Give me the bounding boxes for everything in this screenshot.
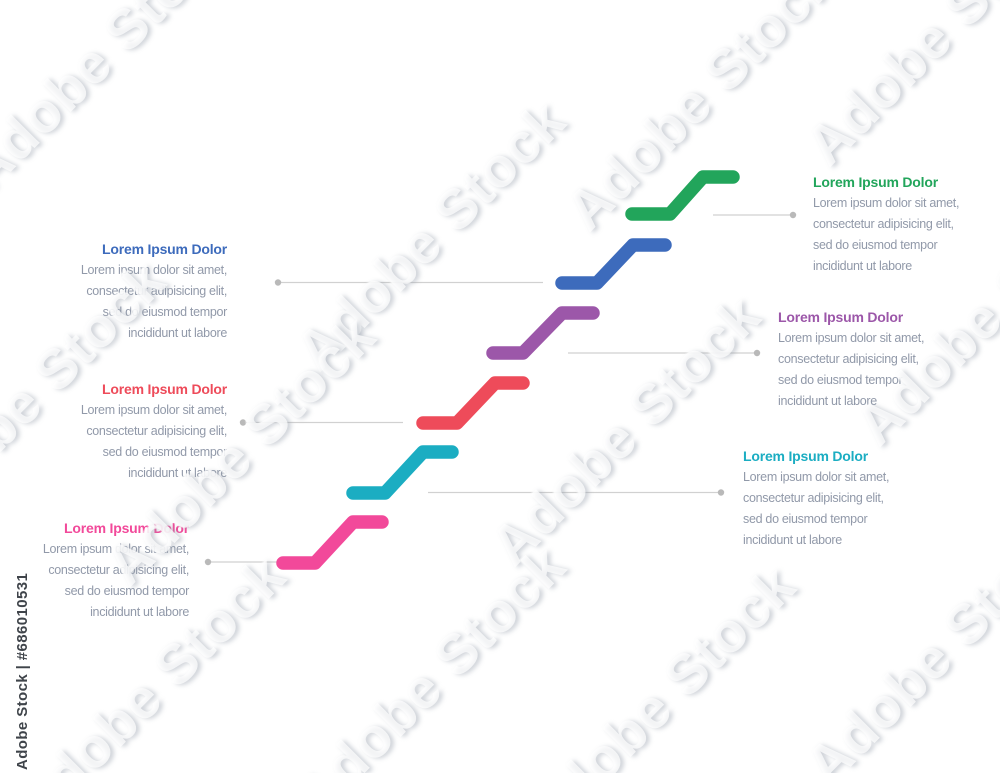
- step-1-pink-icon: [276, 515, 389, 570]
- connector-dot-5: [274, 279, 282, 286]
- item-title-1: Lorem Ipsum Dolor: [64, 520, 189, 536]
- item-body-1: Lorem ipsum dolor sit amet, consectetur …: [42, 542, 189, 619]
- item-body-6: Lorem ipsum dolor sit amet, consectetur …: [813, 196, 960, 273]
- item-title-4: Lorem Ipsum Dolor: [778, 309, 903, 325]
- item-title-6: Lorem Ipsum Dolor: [813, 174, 938, 190]
- item-title-5: Lorem Ipsum Dolor: [102, 241, 227, 257]
- connector-dot-6: [789, 211, 797, 219]
- item-block-2: Lorem Ipsum Dolor Lorem ipsum dolor sit …: [743, 446, 943, 551]
- step-6-green-icon: [625, 170, 740, 221]
- step-2-teal-icon: [346, 445, 459, 500]
- connector-dot-3: [239, 419, 247, 426]
- adobe-stock-credit: Adobe Stock | #686010531: [14, 572, 31, 770]
- connector-dot-4: [753, 349, 761, 357]
- connector-dot-2: [717, 489, 725, 496]
- connector-lines: [208, 214, 793, 563]
- step-5-blue-icon: [555, 238, 672, 290]
- item-body-3: Lorem ipsum dolor sit amet, consectetur …: [80, 403, 227, 480]
- connector-dots: [204, 211, 797, 566]
- item-block-1: Lorem Ipsum Dolor Lorem ipsum dolor sit …: [0, 518, 189, 623]
- item-body-2: Lorem ipsum dolor sit amet, consectetur …: [743, 470, 890, 547]
- connector-dot-1: [204, 558, 212, 566]
- item-body-5: Lorem ipsum dolor sit amet, consectetur …: [80, 263, 227, 340]
- item-block-5: Lorem Ipsum Dolor Lorem ipsum dolor sit …: [27, 239, 227, 344]
- item-title-2: Lorem Ipsum Dolor: [743, 448, 868, 464]
- item-block-4: Lorem Ipsum Dolor Lorem ipsum dolor sit …: [778, 307, 978, 412]
- step-3-red-icon: [416, 376, 530, 430]
- item-block-3: Lorem Ipsum Dolor Lorem ipsum dolor sit …: [27, 379, 227, 484]
- item-title-3: Lorem Ipsum Dolor: [102, 381, 227, 397]
- stair-steps: [276, 170, 740, 570]
- item-body-4: Lorem ipsum dolor sit amet, consectetur …: [778, 331, 925, 408]
- step-4-purple-icon: [486, 306, 600, 360]
- item-block-6: Lorem Ipsum Dolor Lorem ipsum dolor sit …: [813, 172, 1000, 277]
